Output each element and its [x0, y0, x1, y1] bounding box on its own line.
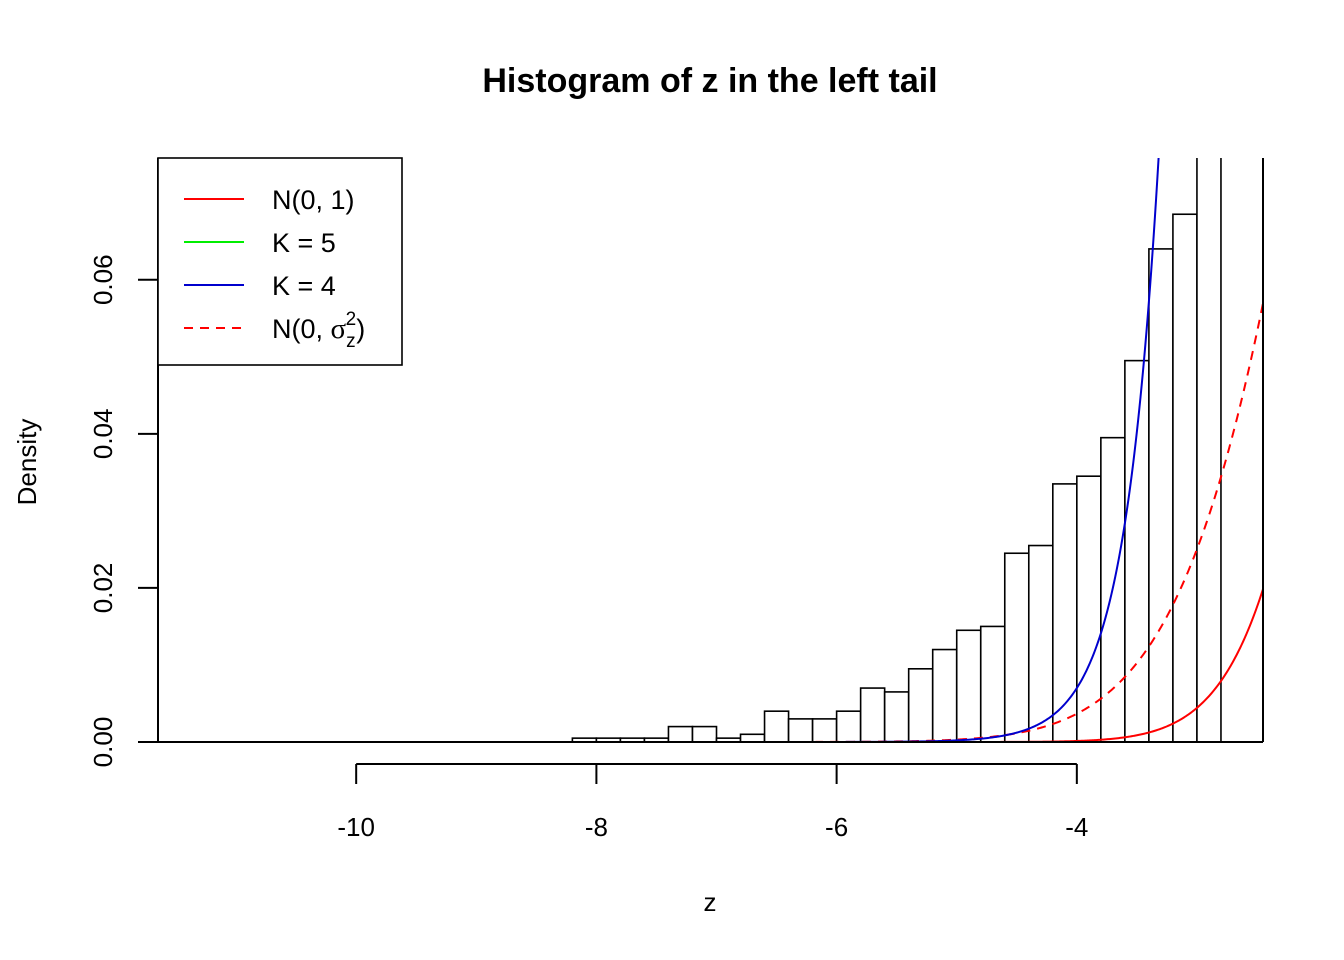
y-tick-label: 0.04 [88, 409, 118, 460]
x-tick-label: -4 [1065, 812, 1088, 842]
density-curve [158, 158, 1160, 742]
histogram-bar [1124, 359, 1150, 742]
histogram-bar [787, 718, 814, 742]
axes: -10 -8 -6 -4 0.00 0.02 0.04 0.06 [88, 158, 1264, 842]
x-tick-label: -6 [825, 812, 848, 842]
x-tick-label: -8 [585, 812, 608, 842]
histogram-bar [763, 710, 790, 742]
density-curves [158, 158, 1263, 742]
legend-label: K = 5 [272, 228, 336, 258]
histogram-bar [1196, 158, 1222, 742]
y-tick-label: 0.00 [88, 717, 118, 768]
legend-label: K = 4 [272, 271, 336, 301]
histogram-bar [1172, 213, 1198, 742]
x-axis-label: z [704, 887, 717, 917]
x-tick-label: -10 [337, 812, 375, 842]
histogram-bar [907, 668, 934, 742]
legend-label: N(0, 1) [272, 185, 355, 215]
y-tick-label: 0.06 [88, 254, 118, 305]
histogram-bar [955, 629, 982, 742]
histogram-bar [691, 725, 718, 742]
legend-label: N(0, σz2) [272, 309, 365, 352]
histogram-bar [1003, 552, 1030, 742]
legend-box [157, 157, 403, 366]
chart-title: Histogram of z in the left tail [482, 62, 937, 100]
histogram-bar [739, 733, 766, 742]
y-tick-label: 0.02 [88, 563, 118, 614]
y-axis-label: Density [12, 419, 42, 506]
histogram-bar [1027, 544, 1054, 742]
legend: N(0, 1) K = 5 K = 4 N(0, σz2) [157, 157, 403, 366]
histogram-bar [883, 691, 910, 742]
histogram-bar [859, 687, 886, 742]
density-curve [158, 588, 1263, 742]
histogram-bar [931, 648, 958, 742]
histogram-bars [571, 158, 1222, 742]
histogram-bar [1148, 248, 1174, 742]
histogram-bar [979, 625, 1006, 742]
histogram-bar [835, 710, 862, 742]
histogram-bar [811, 718, 838, 742]
histogram-bar [1076, 475, 1102, 742]
histogram-bar [667, 725, 694, 742]
